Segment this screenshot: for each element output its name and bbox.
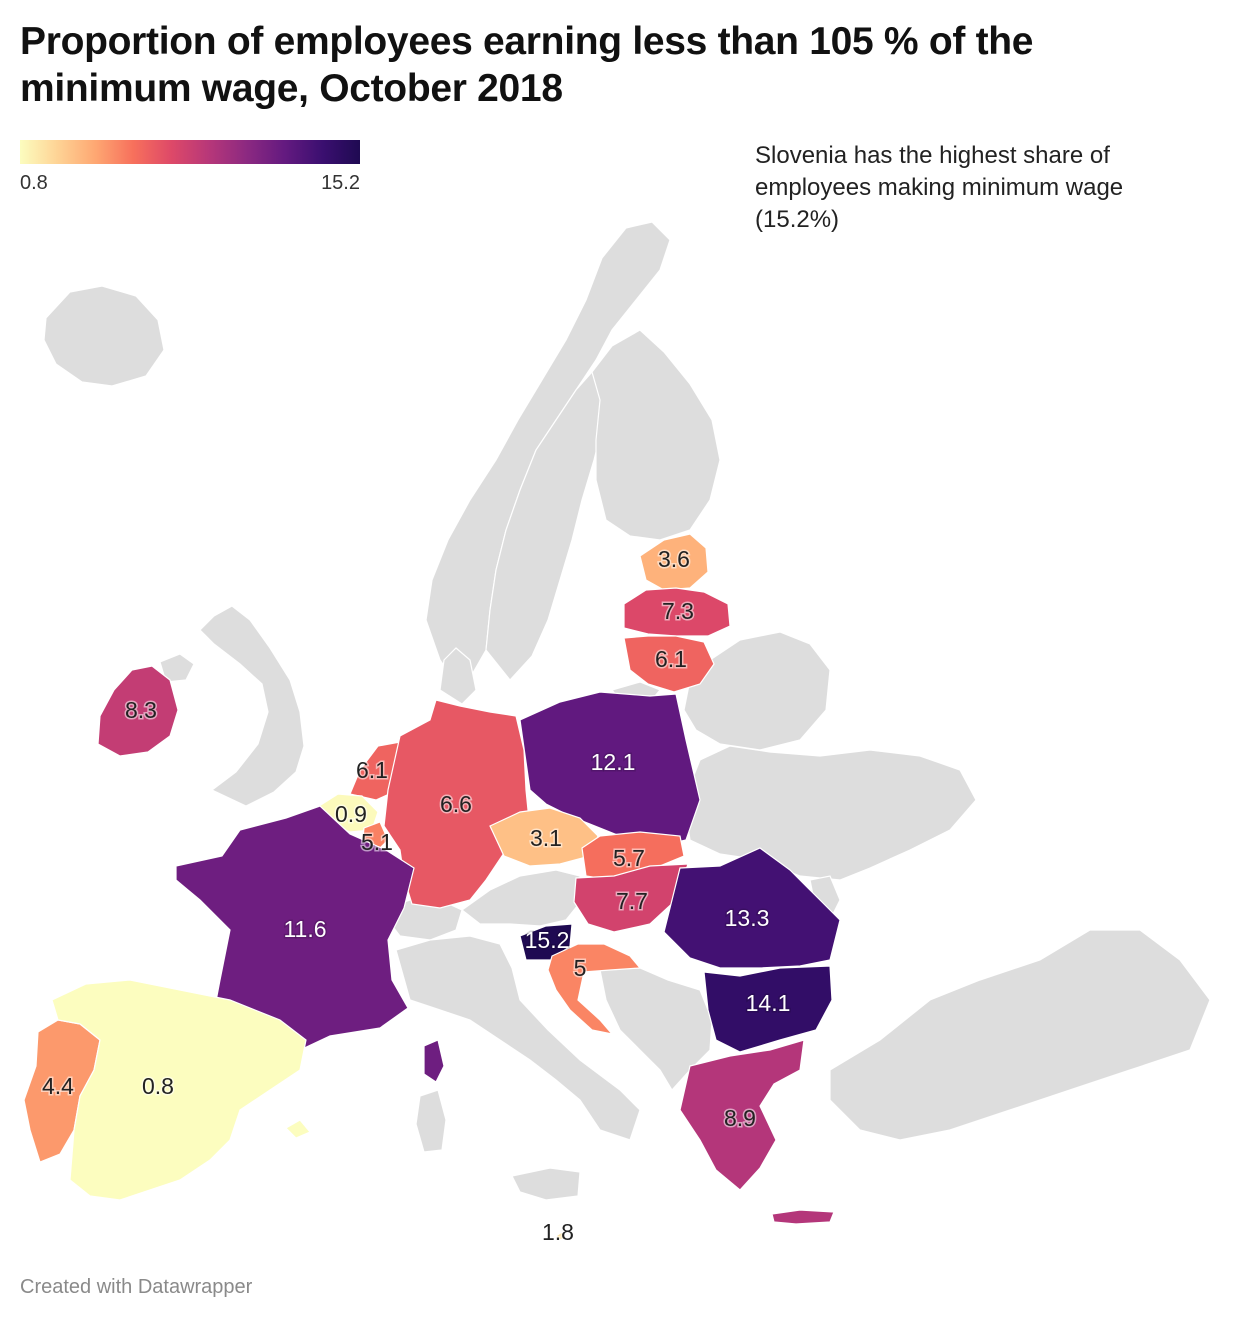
iceland[interactable] [43,285,165,387]
belarus[interactable] [683,631,831,751]
annotation-text: Slovenia has the highest share of employ… [755,142,1124,233]
country-balearic-islands[interactable] [285,1119,311,1139]
label-portugal: 4.4 [42,1073,74,1099]
label-croatia: 5 [574,955,587,981]
label-romania: 13.3 [725,905,770,931]
ukraine[interactable] [683,745,977,881]
legend-gradient-bar [20,140,360,164]
label-spain: 0.8 [142,1073,174,1099]
no-data-countries [43,221,1211,1201]
legend-min-label: 0.8 [20,172,48,194]
label-bulgaria: 14.1 [746,990,791,1016]
country-corsica[interactable] [423,1039,445,1083]
finland[interactable] [591,329,721,541]
label-slovenia: 15.2 [525,927,570,953]
label-czechia: 3.1 [530,825,562,851]
label-poland: 12.1 [591,749,636,775]
denmark[interactable] [439,647,477,705]
country-spain[interactable] [51,979,307,1201]
value-labels: 3.6 7.3 6.1 8.3 6.1 6.6 12.1 0.9 5.1 3.1… [41,545,792,1241]
country-romania[interactable] [663,847,841,969]
label-france: 11.6 [283,916,326,942]
label-germany: 6.6 [440,791,472,817]
sardinia[interactable] [415,1089,447,1153]
label-greece: 8.9 [724,1105,756,1131]
turkey[interactable] [829,929,1211,1141]
country-poland[interactable] [519,691,701,847]
united-kingdom[interactable] [199,605,305,807]
label-estonia: 3.6 [658,546,690,572]
country-ireland[interactable] [97,665,179,757]
country-slovenia[interactable] [519,923,573,961]
label-luxembourg: 5.1 [361,829,393,855]
country-france[interactable] [175,805,415,1051]
country-crete[interactable] [771,1209,835,1225]
data-countries [23,533,841,1240]
country-croatia[interactable] [547,943,642,1035]
chart-title: Proportion of employees earning less tha… [20,20,1034,110]
label-netherlands: 6.1 [356,757,388,783]
country-estonia[interactable] [639,533,709,591]
label-slovakia: 5.7 [613,845,645,871]
country-latvia[interactable] [623,587,731,637]
country-hungary[interactable] [573,863,689,933]
label-malta: 1.8 [542,1219,574,1240]
country-bulgaria[interactable] [703,965,833,1053]
label-belgium: 0.9 [335,801,367,827]
label-ireland: 8.3 [125,697,157,723]
label-lithuania: 6.1 [655,646,687,672]
europe-map: 3.6 7.3 6.1 8.3 6.1 6.6 12.1 0.9 5.1 3.1… [23,221,1211,1241]
country-malta[interactable] [555,1231,567,1240]
legend-max-label: 15.2 [321,172,360,194]
country-greece[interactable] [679,1039,805,1191]
sicily[interactable] [511,1167,581,1201]
country-lithuania[interactable] [623,635,715,693]
credit-text: Created with Datawrapper [20,1276,253,1298]
label-hungary: 7.7 [616,888,648,914]
italy[interactable] [395,935,641,1141]
color-legend: 0.8 15.2 [20,140,360,194]
label-latvia: 7.3 [662,598,694,624]
